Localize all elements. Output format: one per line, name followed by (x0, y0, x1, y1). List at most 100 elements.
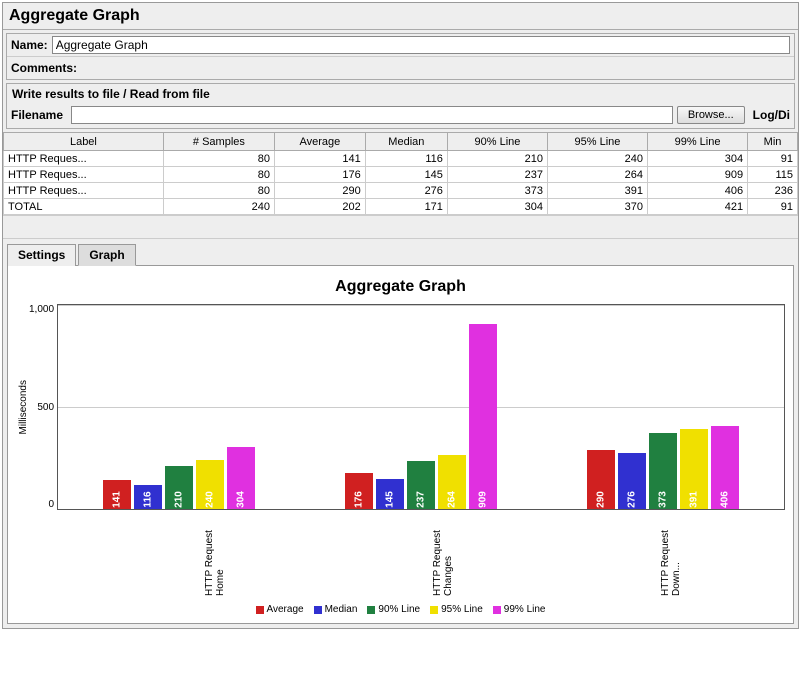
table-cell-value: 80 (163, 183, 274, 199)
table-row[interactable]: HTTP Reques...80176145237264909115 (4, 167, 798, 183)
table-header[interactable]: Average (275, 133, 366, 151)
table-cell-value: 391 (547, 183, 647, 199)
legend-swatch (430, 606, 438, 614)
bar: 116 (134, 485, 162, 509)
chart-area: Aggregate Graph Milliseconds 1,0005000 1… (7, 265, 794, 624)
name-input[interactable] (52, 36, 790, 54)
legend-label: Median (325, 604, 358, 615)
chart-title: Aggregate Graph (16, 278, 785, 296)
bar-value-label: 240 (205, 491, 216, 508)
table-cell-value: 202 (275, 199, 366, 215)
ytick: 500 (29, 402, 54, 413)
table-cell-value: 80 (163, 167, 274, 183)
table-row[interactable]: HTTP Reques...80290276373391406236 (4, 183, 798, 199)
table-cell-value: 370 (547, 199, 647, 215)
bar: 276 (618, 453, 646, 509)
spacer (3, 215, 798, 239)
legend-swatch (493, 606, 501, 614)
bar-value-label: 141 (112, 491, 123, 508)
chart-plot: 1411162102403041761452372649092902763733… (57, 304, 785, 510)
table-cell-label: HTTP Reques... (4, 151, 164, 167)
aggregate-graph-panel: Aggregate Graph Name: Comments: Write re… (2, 2, 799, 629)
legend-label: Average (267, 604, 304, 615)
legend-item: 90% Line (367, 604, 420, 615)
table-cell-label: HTTP Reques... (4, 167, 164, 183)
chart-ylabel: Milliseconds (16, 380, 29, 434)
table-cell-value: 240 (163, 199, 274, 215)
bar-value-label: 276 (626, 491, 637, 508)
table-cell-value: 145 (365, 167, 447, 183)
table-cell-value: 304 (447, 199, 547, 215)
name-section: Name: Comments: (6, 33, 795, 80)
legend-label: 95% Line (441, 604, 483, 615)
bar: 210 (165, 466, 193, 509)
table-header[interactable]: 90% Line (447, 133, 547, 151)
file-section-title: Write results to file / Read from file (7, 84, 794, 104)
bar: 176 (345, 473, 373, 509)
bar-value-label: 909 (478, 491, 489, 508)
chart-legend: Average Median 90% Line 95% Line 99% Line (16, 604, 785, 615)
tabs: Settings Graph (3, 239, 798, 265)
table-row[interactable]: TOTAL24020217130437042191 (4, 199, 798, 215)
bar: 290 (587, 450, 615, 509)
xlabel: HTTP Request Home (204, 510, 226, 600)
name-label: Name: (11, 38, 48, 52)
bar: 391 (680, 429, 708, 509)
legend-label: 99% Line (504, 604, 546, 615)
table-cell-value: 210 (447, 151, 547, 167)
file-section: Write results to file / Read from file F… (6, 83, 795, 129)
table-cell-value: 141 (275, 151, 366, 167)
table-cell-value: 240 (547, 151, 647, 167)
panel-title: Aggregate Graph (3, 3, 798, 30)
table-cell-value: 304 (648, 151, 748, 167)
bar: 909 (469, 324, 497, 509)
filename-input[interactable] (71, 106, 673, 124)
table-cell-value: 171 (365, 199, 447, 215)
bar: 304 (227, 447, 255, 509)
legend-swatch (367, 606, 375, 614)
bar-value-label: 373 (657, 491, 668, 508)
table-cell-value: 116 (365, 151, 447, 167)
legend-swatch (314, 606, 322, 614)
bar: 373 (649, 433, 677, 509)
bar-group: 176145237264909 (345, 324, 497, 509)
table-row[interactable]: HTTP Reques...8014111621024030491 (4, 151, 798, 167)
xlabel: HTTP Request Down... (660, 510, 682, 600)
bar-value-label: 406 (719, 491, 730, 508)
browse-button[interactable]: Browse... (677, 106, 745, 124)
table-header-row: Label# SamplesAverageMedian90% Line95% L… (4, 133, 798, 151)
bar-group: 141 116210 240 304 (103, 447, 255, 509)
table-cell-value: 91 (748, 151, 798, 167)
table-header[interactable]: Median (365, 133, 447, 151)
results-table: Label# SamplesAverageMedian90% Line95% L… (3, 132, 798, 215)
bar-value-label: 145 (385, 491, 396, 508)
table-header[interactable]: Min (748, 133, 798, 151)
legend-label: 90% Line (378, 604, 420, 615)
bar-value-label: 237 (416, 491, 427, 508)
legend-item: Average (256, 604, 304, 615)
table-header[interactable]: # Samples (163, 133, 274, 151)
table-header[interactable]: 99% Line (648, 133, 748, 151)
legend-item: 99% Line (493, 604, 546, 615)
table-cell-value: 909 (648, 167, 748, 183)
table-header[interactable]: Label (4, 133, 164, 151)
bar: 237 (407, 461, 435, 509)
logdi-label: Log/Di (753, 108, 790, 122)
table-cell-value: 80 (163, 151, 274, 167)
tab-settings[interactable]: Settings (7, 244, 76, 266)
comments-input[interactable] (81, 59, 790, 77)
bar: 141 (103, 480, 131, 509)
table-cell-value: 264 (547, 167, 647, 183)
legend-item: 95% Line (430, 604, 483, 615)
bar-value-label: 391 (688, 491, 699, 508)
filename-label: Filename (11, 108, 63, 122)
table-header[interactable]: 95% Line (547, 133, 647, 151)
table-cell-value: 115 (748, 167, 798, 183)
legend-item: Median (314, 604, 358, 615)
table-cell-value: 406 (648, 183, 748, 199)
tab-graph[interactable]: Graph (78, 244, 135, 266)
ytick: 1,000 (29, 304, 54, 315)
table-cell-value: 373 (447, 183, 547, 199)
table-cell-value: 276 (365, 183, 447, 199)
bar: 145 (376, 479, 404, 509)
